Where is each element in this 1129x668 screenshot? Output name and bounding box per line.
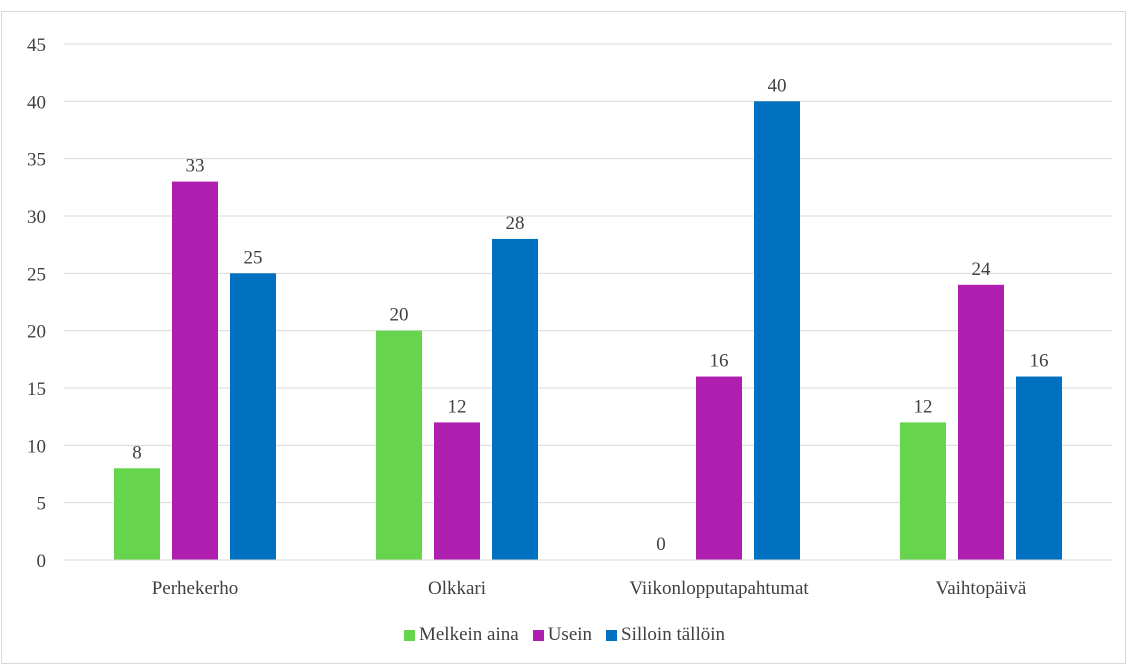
y-tick-20: 20 bbox=[27, 322, 46, 343]
y-tick-25: 25 bbox=[27, 264, 46, 285]
bar-melkein-aina-olkkari bbox=[376, 330, 422, 560]
y-tick-35: 35 bbox=[27, 150, 46, 171]
bar-melkein-aina-perhekerho bbox=[114, 468, 160, 560]
data-label-silloin-talloin-olkkari: 28 bbox=[506, 213, 525, 234]
y-tick-10: 10 bbox=[27, 436, 46, 457]
x-axis-categories: Perhekerho Olkkari Viikonlopputapahtumat Va… bbox=[152, 578, 1027, 599]
data-label-silloin-talloin-viikonlopputapahtumat: 40 bbox=[768, 75, 787, 96]
y-tick-15: 15 bbox=[27, 379, 46, 400]
legend-label-silloin-talloin: Silloin tällöin bbox=[621, 624, 726, 645]
legend-item-usein: Usein bbox=[532, 624, 593, 646]
legend-label-melkein-aina: Melkein aina bbox=[418, 624, 519, 645]
bars bbox=[114, 101, 1062, 560]
category-label-perhekerho: Perhekerho bbox=[152, 578, 239, 599]
bar-usein-perhekerho bbox=[172, 181, 218, 560]
data-label-melkein-aina-viikonlopputapahtumat: 0 bbox=[656, 534, 666, 555]
data-label-usein-perhekerho: 33 bbox=[186, 156, 205, 177]
y-tick-30: 30 bbox=[27, 207, 46, 228]
y-tick-40: 40 bbox=[27, 92, 46, 113]
bar-silloin-talloin-olkkari bbox=[492, 238, 538, 560]
legend-swatch-silloin-talloin bbox=[606, 629, 618, 641]
data-label-melkein-aina-vaihtopaiva: 12 bbox=[914, 396, 933, 417]
bar-chart: 0 5 10 15 20 25 30 35 40 45 8 33 25 20 12 28 0 16 40 12 24 1… bbox=[27, 35, 1112, 599]
bar-silloin-talloin-viikonlopputapahtumat bbox=[754, 101, 800, 560]
y-tick-45: 45 bbox=[27, 35, 46, 56]
category-label-olkkari: Olkkari bbox=[428, 578, 486, 599]
legend-swatch-usein bbox=[532, 629, 544, 641]
data-label-usein-vaihtopaiva: 24 bbox=[972, 259, 992, 280]
y-tick-5: 5 bbox=[37, 494, 47, 515]
legend-label-usein: Usein bbox=[547, 624, 593, 645]
bar-usein-viikonlopputapahtumat bbox=[696, 376, 742, 560]
bar-usein-olkkari bbox=[434, 422, 480, 560]
category-label-vaihtopaiva: Vaihtopäivä bbox=[936, 578, 1027, 599]
gridlines bbox=[64, 43, 1112, 504]
data-label-melkein-aina-perhekerho: 8 bbox=[132, 442, 142, 463]
legend: Melkein aina Usein Silloin tällöin bbox=[0, 624, 1129, 646]
data-label-usein-olkkari: 12 bbox=[448, 396, 467, 417]
legend-swatch-melkein-aina bbox=[403, 629, 415, 641]
bar-melkein-aina-vaihtopaiva bbox=[900, 422, 946, 560]
data-label-usein-viikonlopputapahtumat: 16 bbox=[710, 351, 729, 372]
category-label-viikonlopputapahtumat: Viikonlopputapahtumat bbox=[629, 578, 809, 599]
legend-item-melkein-aina: Melkein aina bbox=[403, 624, 519, 646]
bar-silloin-talloin-perhekerho bbox=[230, 273, 276, 560]
data-labels: 8 33 25 20 12 28 0 16 40 12 24 16 bbox=[132, 75, 1048, 555]
y-tick-0: 0 bbox=[37, 551, 47, 572]
bar-silloin-talloin-vaihtopaiva bbox=[1016, 376, 1062, 560]
data-label-silloin-talloin-vaihtopaiva: 16 bbox=[1030, 351, 1049, 372]
bar-usein-vaihtopaiva bbox=[958, 284, 1004, 560]
y-axis-ticks: 0 5 10 15 20 25 30 35 40 45 bbox=[27, 35, 46, 572]
data-label-melkein-aina-olkkari: 20 bbox=[390, 305, 409, 326]
data-label-silloin-talloin-perhekerho: 25 bbox=[244, 247, 263, 268]
legend-item-silloin-talloin: Silloin tällöin bbox=[606, 624, 725, 646]
